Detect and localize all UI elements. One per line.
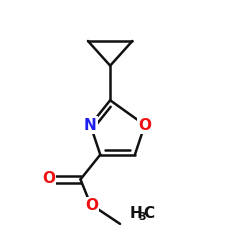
Text: O: O (42, 171, 55, 186)
Text: O: O (85, 198, 98, 213)
Text: C: C (144, 206, 155, 222)
Text: H: H (130, 206, 143, 222)
Text: O: O (138, 118, 151, 132)
Text: N: N (84, 118, 97, 132)
Text: 3: 3 (138, 212, 146, 222)
